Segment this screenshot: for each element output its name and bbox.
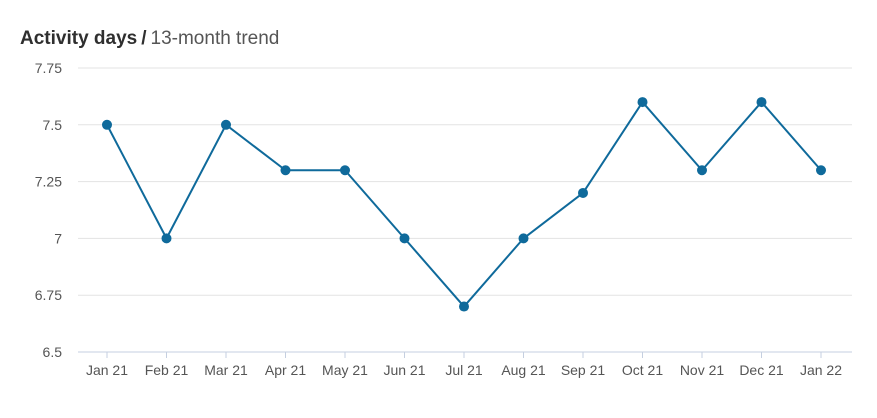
- x-tick-label: Feb 21: [145, 362, 189, 378]
- data-point[interactable]: [399, 233, 410, 244]
- x-tick-label: Dec 21: [739, 362, 784, 378]
- x-tick-label: Nov 21: [680, 362, 725, 378]
- x-tick-label: Jul 21: [445, 362, 483, 378]
- data-point[interactable]: [756, 97, 767, 108]
- data-point[interactable]: [102, 119, 112, 130]
- data-point[interactable]: [816, 165, 826, 176]
- x-tick-label: Sep 21: [561, 362, 606, 378]
- chart-title-main: Activity days: [20, 28, 138, 49]
- y-tick-label: 7.5: [43, 117, 63, 133]
- y-axis: 6.5 6.75 7 7.25 7.5 7.75: [35, 60, 62, 360]
- data-point[interactable]: [578, 187, 588, 198]
- data-point[interactable]: [518, 233, 529, 244]
- series-layer: [102, 97, 826, 312]
- data-point[interactable]: [459, 301, 469, 312]
- title-separator: /: [141, 28, 147, 49]
- data-point[interactable]: [340, 165, 350, 176]
- series-line: [106, 101, 822, 308]
- data-point[interactable]: [637, 97, 648, 108]
- x-tick-label: May 21: [322, 362, 368, 378]
- data-point[interactable]: [161, 233, 172, 244]
- x-tick-label: Apr 21: [265, 362, 306, 378]
- gridlines: [78, 67, 852, 353]
- chart-title: Activity days/13-month trend: [20, 28, 279, 50]
- x-tick-label: Jun 21: [383, 362, 425, 378]
- data-point[interactable]: [280, 165, 291, 176]
- y-tick-label: 7.25: [35, 174, 62, 190]
- y-tick-label: 7: [54, 230, 62, 246]
- y-tick-label: 7.75: [35, 60, 62, 76]
- x-axis: Jan 21 Feb 21 Mar 21 Apr 21 May 21 Jun 21 Jul …: [86, 352, 842, 378]
- x-tick-label: Mar 21: [204, 362, 248, 378]
- y-tick-label: 6.75: [35, 287, 62, 303]
- x-tick-label: Aug 21: [501, 362, 546, 378]
- x-tick-label: Oct 21: [622, 362, 663, 378]
- x-tick-label: Jan 21: [86, 362, 128, 378]
- x-tick-label: Jan 22: [800, 362, 842, 378]
- chart-subtitle: 13-month trend: [150, 28, 280, 49]
- data-point[interactable]: [221, 119, 231, 130]
- data-point[interactable]: [697, 165, 707, 176]
- y-tick-label: 6.5: [43, 344, 63, 360]
